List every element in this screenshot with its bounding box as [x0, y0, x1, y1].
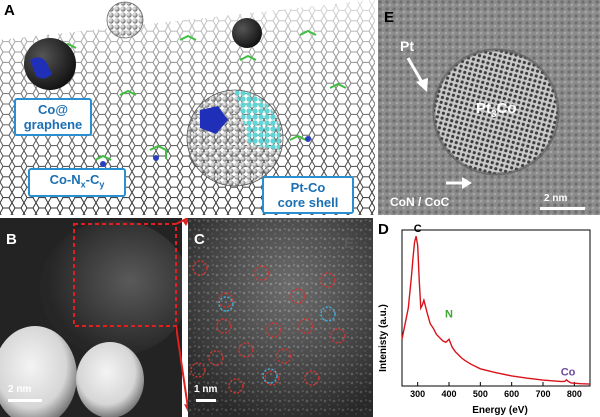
ptco-line2: core shell [277, 195, 339, 210]
panel-c-scale-label: 1 nm [194, 384, 218, 395]
panel-a-letter: A [4, 2, 15, 19]
panel-c-letter: C [194, 231, 205, 248]
x-axis-label: Energy (eV) [472, 405, 528, 416]
panel-a: A Co@ graphene Co-Nx-Cy Pt-Co core shell [0, 0, 375, 215]
y-axis-label: Intenisty (a.u.) [378, 304, 389, 372]
x-tick-label-500: 500 [473, 389, 488, 399]
annotation-Co: Co [561, 366, 576, 378]
co-graphene-label: Co@ graphene [14, 98, 92, 136]
co-nc-base2: -C [85, 172, 100, 187]
annotation-N: N [445, 308, 453, 320]
co-graphene-line1: Co@ [37, 102, 68, 117]
x-tick-label-800: 800 [567, 389, 582, 399]
panel-e-letter: E [384, 9, 395, 26]
haadf-image-b [0, 218, 182, 417]
panel-d: D Intenisty (a.u.) Energy (eV) 300 400 500… [376, 218, 600, 417]
co-nc-sub2: y [99, 179, 105, 190]
panel-c-faint-letter: E [344, 235, 355, 252]
panel-b-scale-label: 2 nm [8, 384, 32, 395]
atom-markers-red [190, 260, 346, 394]
panel-c: C E 1 nm [188, 218, 373, 417]
pt3co-label: Pt3Co [476, 100, 517, 120]
ptco-line1: Pt-Co [290, 180, 326, 195]
x-tick-label-400: 400 [441, 389, 456, 399]
panel-d-letter: D [378, 221, 389, 238]
panel-e-scale-label: 2 nm [544, 193, 568, 204]
eels-chart: Intenisty (a.u.) Energy (eV) 300 400 500 60… [378, 223, 591, 416]
plot-frame [401, 229, 591, 387]
panel-b: B 2 nm [0, 218, 182, 417]
haadf-image-c [188, 218, 373, 417]
graphene-sheet-illustration [0, 0, 375, 215]
co-nc-base1: Co-N [49, 172, 81, 187]
eels-series-line [401, 236, 591, 385]
panel-e: E Pt Pt3Co CoN / CoC 2 nm [378, 0, 600, 215]
x-tick-label-600: 600 [504, 389, 519, 399]
pt3co-sub: 3 [491, 109, 497, 120]
ptco-label: Pt-Co core shell [262, 176, 354, 214]
tem-image [378, 0, 600, 215]
co-nc-label: Co-Nx-Cy [28, 168, 126, 197]
pt3co-rest: Co [496, 100, 517, 117]
con-coc-label: CoN / CoC [390, 195, 450, 209]
panel-b-letter: B [6, 231, 17, 248]
x-tick-label-700: 700 [535, 389, 550, 399]
pt-label: Pt [400, 38, 414, 54]
x-tick-label-300: 300 [410, 389, 425, 399]
pt3co-base: Pt [476, 100, 491, 117]
co-nc-sub1: x [80, 179, 86, 190]
co-graphene-line2: graphene [23, 117, 83, 132]
atom-markers-blue [218, 296, 336, 384]
annotation-C: C [414, 223, 422, 235]
